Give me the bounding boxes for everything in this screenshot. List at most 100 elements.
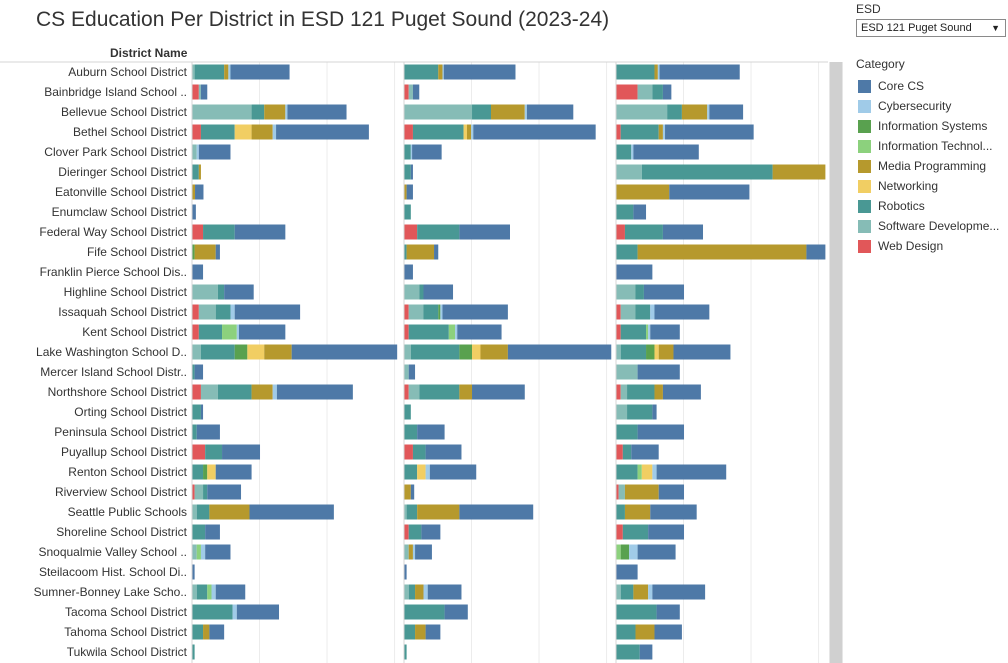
bar-segment[interactable] xyxy=(425,624,441,640)
bar-segment[interactable] xyxy=(417,464,426,480)
bar-segment[interactable] xyxy=(616,64,655,80)
bar-segment[interactable] xyxy=(507,344,612,360)
bar-segment[interactable] xyxy=(631,444,659,460)
bar-segment[interactable] xyxy=(624,504,651,520)
bar-segment[interactable] xyxy=(491,104,525,120)
bar-segment[interactable] xyxy=(222,324,237,340)
bar-segment[interactable] xyxy=(616,524,623,540)
bar-segment[interactable] xyxy=(234,124,252,140)
bar-segment[interactable] xyxy=(404,204,411,220)
bar-segment[interactable] xyxy=(635,284,644,300)
legend-item[interactable]: Core CS xyxy=(858,76,1008,96)
bar-segment[interactable] xyxy=(648,324,651,340)
bar-segment[interactable] xyxy=(203,464,208,480)
bar-segment[interactable] xyxy=(194,244,216,260)
bar-segment[interactable] xyxy=(616,164,642,180)
bar-segment[interactable] xyxy=(404,464,418,480)
bar-segment[interactable] xyxy=(423,584,428,600)
bar-segment[interactable] xyxy=(427,584,462,600)
bar-segment[interactable] xyxy=(408,544,413,560)
bar-segment[interactable] xyxy=(412,144,442,160)
bar-segment[interactable] xyxy=(192,564,195,580)
bar-segment[interactable] xyxy=(652,404,657,420)
bar-segment[interactable] xyxy=(620,344,647,360)
bar-segment[interactable] xyxy=(658,484,685,500)
bar-segment[interactable] xyxy=(624,224,663,240)
bar-segment[interactable] xyxy=(192,184,196,200)
bar-segment[interactable] xyxy=(415,624,426,640)
bar-segment[interactable] xyxy=(404,184,407,200)
bar-segment[interactable] xyxy=(442,304,508,320)
bar-segment[interactable] xyxy=(192,204,196,220)
bar-segment[interactable] xyxy=(616,324,621,340)
bar-segment[interactable] xyxy=(620,584,634,600)
bar-segment[interactable] xyxy=(620,544,630,560)
bar-segment[interactable] xyxy=(466,124,472,140)
bar-segment[interactable] xyxy=(772,164,826,180)
bar-segment[interactable] xyxy=(192,84,199,100)
bar-segment[interactable] xyxy=(192,284,218,300)
bar-segment[interactable] xyxy=(194,64,225,80)
bar-segment[interactable] xyxy=(654,64,658,80)
bar-segment[interactable] xyxy=(421,524,441,540)
bar-segment[interactable] xyxy=(526,104,574,120)
bar-segment[interactable] xyxy=(224,64,229,80)
bar-segment[interactable] xyxy=(404,644,407,660)
bar-segment[interactable] xyxy=(434,244,439,260)
bar-segment[interactable] xyxy=(264,104,286,120)
bar-segment[interactable] xyxy=(404,244,407,260)
bar-segment[interactable] xyxy=(616,84,638,100)
bar-segment[interactable] xyxy=(196,424,220,440)
bar-segment[interactable] xyxy=(404,64,439,80)
bar-segment[interactable] xyxy=(438,64,443,80)
bar-segment[interactable] xyxy=(192,104,252,120)
bar-segment[interactable] xyxy=(419,384,460,400)
bar-segment[interactable] xyxy=(205,544,231,560)
bar-segment[interactable] xyxy=(236,604,280,620)
bar-segment[interactable] xyxy=(616,144,632,160)
bar-segment[interactable] xyxy=(196,584,208,600)
bar-segment[interactable] xyxy=(408,384,420,400)
bar-segment[interactable] xyxy=(234,344,248,360)
bar-segment[interactable] xyxy=(650,304,655,320)
bar-segment[interactable] xyxy=(404,264,413,280)
bar-segment[interactable] xyxy=(425,444,462,460)
bar-segment[interactable] xyxy=(192,584,197,600)
bar-segment[interactable] xyxy=(200,84,208,100)
legend-item[interactable]: Information Systems xyxy=(858,116,1008,136)
bar-segment[interactable] xyxy=(646,324,649,340)
bar-segment[interactable] xyxy=(662,84,672,100)
bar-segment[interactable] xyxy=(415,544,432,560)
bar-segment[interactable] xyxy=(648,584,653,600)
bar-segment[interactable] xyxy=(404,404,411,420)
bar-segment[interactable] xyxy=(192,544,197,560)
bar-segment[interactable] xyxy=(215,464,252,480)
bar-segment[interactable] xyxy=(192,244,195,260)
legend-item[interactable]: Robotics xyxy=(858,196,1008,216)
bar-segment[interactable] xyxy=(192,144,197,160)
bar-segment[interactable] xyxy=(264,344,292,360)
bar-segment[interactable] xyxy=(459,384,473,400)
bar-segment[interactable] xyxy=(654,384,663,400)
bar-segment[interactable] xyxy=(192,484,195,500)
bar-segment[interactable] xyxy=(192,384,201,400)
bar-segment[interactable] xyxy=(406,504,418,520)
bar-segment[interactable] xyxy=(192,124,201,140)
bar-segment[interactable] xyxy=(463,124,467,140)
bar-segment[interactable] xyxy=(457,324,502,340)
bar-segment[interactable] xyxy=(200,544,206,560)
bar-segment[interactable] xyxy=(669,184,750,200)
bar-segment[interactable] xyxy=(209,624,225,640)
bar-segment[interactable] xyxy=(443,64,516,80)
bar-segment[interactable] xyxy=(654,624,682,640)
bar-segment[interactable] xyxy=(524,104,527,120)
bar-segment[interactable] xyxy=(205,444,223,460)
bar-segment[interactable] xyxy=(616,304,621,320)
bar-segment[interactable] xyxy=(618,484,625,500)
legend-item[interactable]: Information Technol... xyxy=(858,136,1008,156)
bar-segment[interactable] xyxy=(200,384,218,400)
bar-segment[interactable] xyxy=(472,344,481,360)
bar-segment[interactable] xyxy=(228,64,231,80)
bar-segment[interactable] xyxy=(192,604,233,620)
bar-segment[interactable] xyxy=(192,344,201,360)
